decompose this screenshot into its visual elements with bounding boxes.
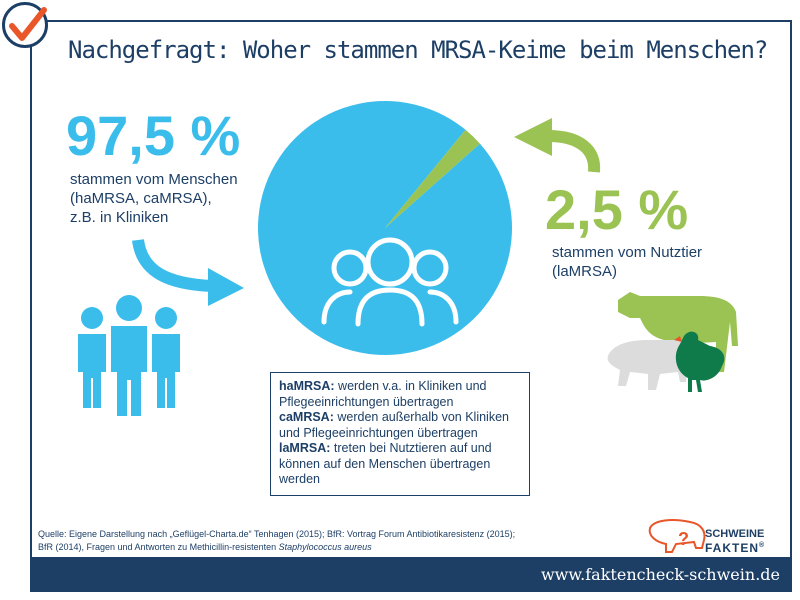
legend-item-camrsa: caMRSA: werden außerhalb von Kliniken un… (279, 410, 521, 441)
pie-slice-mensch (258, 100, 512, 355)
footer-url-link[interactable]: www.faktencheck-schwein.de (540, 565, 780, 584)
legend-text-camrsa: werden außerhalb von Kliniken und Pflege… (279, 410, 509, 440)
brand-line-2-text: FAKTEN (705, 541, 759, 555)
chicken-icon (674, 331, 725, 392)
legend-term-camrsa: caMRSA: (279, 410, 334, 424)
legend-term-hamrsa: haMRSA: (279, 379, 335, 393)
livestock-share-description: stammen vom Nutztier (laMRSA) (552, 243, 742, 281)
cow-icon (618, 292, 738, 372)
legend-box: haMRSA: werden v.a. in Kliniken und Pfle… (270, 372, 530, 496)
footer-bar: www.faktencheck-schwein.de (30, 557, 792, 592)
human-desc-line-2: (haMRSA, caMRSA), (70, 190, 212, 207)
page-title: Nachgefragt: Woher stammen MRSA-Keime be… (68, 36, 768, 64)
legend-term-lamrsa: laMRSA: (279, 441, 331, 455)
legend-text-hamrsa: werden v.a. in Kliniken und Pflegeeinric… (279, 379, 487, 409)
source-line-2-italic: Staphylococcus aureus (278, 542, 372, 552)
pie-slice-nutztier (385, 129, 480, 228)
legend-item-hamrsa: haMRSA: werden v.a. in Kliniken und Pfle… (279, 379, 521, 410)
pig-icon (607, 340, 689, 390)
human-desc-line-3: z.B. in Kliniken (70, 209, 169, 226)
brand-line-2: FAKTEN® (705, 540, 765, 554)
human-share-value: 97,5 % (66, 104, 241, 167)
human-desc-line-1: stammen vom Menschen (70, 171, 238, 188)
source-line-1: Quelle: Eigene Darstellung nach „Geflüge… (38, 529, 516, 539)
source-note: Quelle: Eigene Darstellung nach „Geflüge… (38, 528, 578, 554)
livestock-desc-line-1: stammen vom Nutztier (552, 244, 703, 261)
svg-text:?: ? (678, 529, 689, 549)
legend-text-lamrsa: treten bei Nutztieren auf und können auf… (279, 441, 492, 486)
legend-item-lamrsa: laMRSA: treten bei Nutztieren auf und kö… (279, 441, 521, 488)
source-line-2: BfR (2014), Fragen und Antworten zu Meth… (38, 541, 578, 554)
checkmark-icon (9, 7, 47, 41)
livestock-desc-line-2: (laMRSA) (552, 263, 618, 280)
brand-line-1: SCHWEINE (705, 528, 765, 540)
human-share-description: stammen vom Menschen (haMRSA, caMRSA), z… (70, 170, 270, 227)
brand-logo: SCHWEINE FAKTEN® (705, 528, 765, 554)
brand-registered: ® (759, 542, 766, 549)
livestock-share-value: 2,5 % (545, 178, 689, 241)
source-line-2-text: BfR (2014), Fragen und Antworten zu Meth… (38, 542, 279, 552)
